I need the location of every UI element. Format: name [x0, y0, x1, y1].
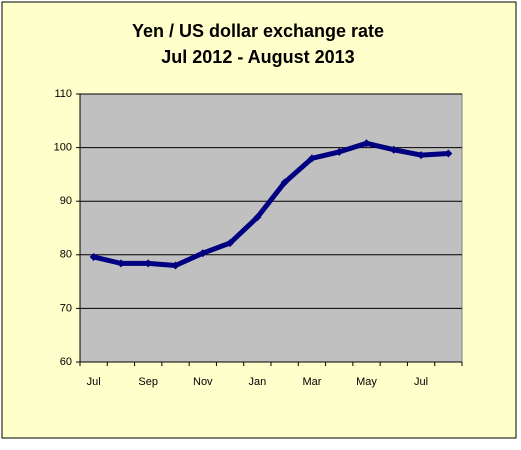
y-tick-label: 90: [60, 195, 72, 207]
point: [226, 239, 235, 248]
x-tick-label: Mar: [302, 376, 321, 388]
x-tick-label: Nov: [193, 376, 213, 388]
point: [116, 259, 125, 268]
point: [144, 259, 153, 268]
point: [335, 147, 344, 156]
x-tick-label: Jul: [87, 376, 101, 388]
y-tick-label: 60: [60, 356, 72, 368]
point: [198, 249, 207, 258]
x-tick-label: Jul: [414, 376, 428, 388]
point: [171, 261, 180, 270]
point: [389, 145, 398, 154]
x-tick-label: May: [356, 376, 377, 388]
point: [417, 151, 426, 160]
y-tick-label: 70: [60, 302, 72, 314]
point: [280, 178, 289, 187]
plot-area: [79, 93, 463, 363]
point: [89, 252, 98, 261]
y-tick-label: 80: [60, 249, 72, 261]
y-tick-label: 100: [54, 142, 72, 154]
point: [362, 139, 371, 148]
series-line: [93, 140, 449, 269]
point: [444, 149, 453, 158]
chart-subtitle: Jul 2012 - August 2013: [161, 47, 354, 67]
x-tick-label: Jan: [248, 376, 266, 388]
chart-title: Yen / US dollar exchange rate: [132, 21, 384, 41]
x-tick-label: Sep: [138, 376, 158, 388]
y-tick-label: 110: [54, 88, 72, 100]
point: [307, 154, 316, 163]
point: [253, 213, 262, 222]
